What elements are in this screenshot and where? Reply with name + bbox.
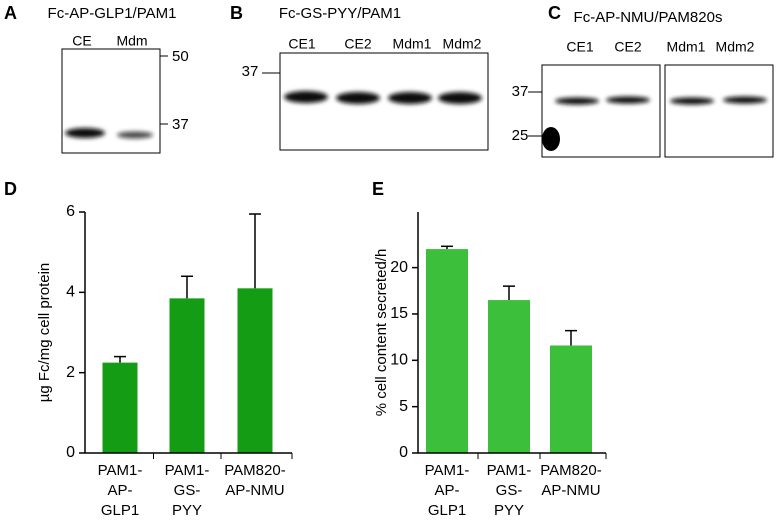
y-tick-label: 5 [399, 398, 408, 415]
x-tick-line: AP- [434, 482, 459, 499]
panel-label: E [372, 179, 384, 199]
x-tick-line: PAM1- [487, 462, 532, 479]
marker-label: 37 [172, 116, 189, 133]
x-tick-line: PAM820- [540, 462, 601, 479]
bar [169, 298, 205, 453]
bar [488, 300, 530, 453]
x-tick-line: PAM1- [425, 462, 470, 479]
band [438, 92, 482, 104]
y-tick-label: 10 [390, 352, 408, 369]
x-tick-label: PAM1- GS- PYY [487, 462, 532, 519]
panel-label: C [548, 3, 561, 23]
marker-label: 50 [172, 48, 189, 65]
x-tick-label: PAM1- GS- PYY [165, 462, 210, 519]
y-tick-label: 0 [66, 444, 75, 461]
bar [102, 362, 138, 453]
lane-label: Mdm [116, 33, 147, 49]
x-tick-line: GS- [496, 482, 523, 499]
bar [426, 249, 468, 453]
x-tick-line: PAM1- [98, 462, 143, 479]
lane-label: CE1 [566, 39, 593, 55]
lane-label: Mdm2 [716, 39, 755, 55]
x-tick-line: GLP1 [101, 502, 139, 519]
marker-label: 37 [242, 63, 259, 80]
y-axis-label: % cell content secreted/h [373, 249, 390, 417]
lane-label: CE2 [344, 36, 371, 52]
y-tick-label: 6 [66, 203, 75, 220]
band [388, 92, 432, 104]
band [606, 96, 650, 104]
lane-label: Mdm2 [443, 36, 482, 52]
x-tick-line: GLP1 [428, 502, 466, 519]
x-tick-label: PAM1- AP- GLP1 [98, 462, 143, 519]
x-tick-label: PAM820- AP-NMU [540, 462, 601, 499]
x-tick-line: AP-NMU [541, 482, 600, 499]
x-tick-line: PYY [172, 502, 202, 519]
x-tick-line: PAM820- [224, 462, 285, 479]
band [670, 97, 714, 105]
band [555, 97, 599, 105]
bar [237, 288, 273, 453]
blot-title: Fc-AP-GLP1/PAM1 [48, 5, 177, 22]
panel-label: B [230, 3, 243, 23]
blot [541, 64, 661, 158]
lane-label: CE1 [288, 36, 315, 52]
band [117, 131, 153, 139]
bar [550, 345, 592, 453]
blot [664, 64, 774, 158]
y-axis-label: µg Fc/mg cell protein [36, 263, 53, 403]
panel-label: A [4, 3, 17, 23]
y-tick-label: 15 [390, 305, 408, 322]
x-tick-label: PAM1- AP- GLP1 [425, 462, 470, 519]
x-tick-line: AP- [107, 482, 132, 499]
panel-label: D [4, 179, 17, 199]
band [336, 92, 380, 104]
x-tick-line: PYY [494, 502, 524, 519]
band [65, 128, 105, 138]
y-tick-label: 0 [399, 444, 408, 461]
lane-label: Mdm1 [393, 36, 432, 52]
marker-label: 25 [512, 127, 529, 144]
lane-label: Mdm1 [667, 39, 706, 55]
band [284, 91, 328, 103]
blot-title: Fc-GS-PYY/PAM1 [279, 5, 401, 22]
y-tick-label: 2 [66, 364, 75, 381]
marker-label: 37 [512, 83, 529, 100]
x-tick-line: GS- [174, 482, 201, 499]
y-tick-label: 20 [390, 259, 408, 276]
y-tick-label: 4 [66, 284, 75, 301]
blot-title: Fc-AP-NMU/PAM820s [574, 9, 723, 26]
x-tick-label: PAM820- AP-NMU [224, 462, 285, 499]
lane-label: CE2 [614, 39, 641, 55]
band [723, 96, 767, 104]
x-tick-line: AP-NMU [225, 482, 284, 499]
x-tick-line: PAM1- [165, 462, 210, 479]
spot [542, 127, 560, 151]
lane-label: CE [72, 33, 91, 49]
